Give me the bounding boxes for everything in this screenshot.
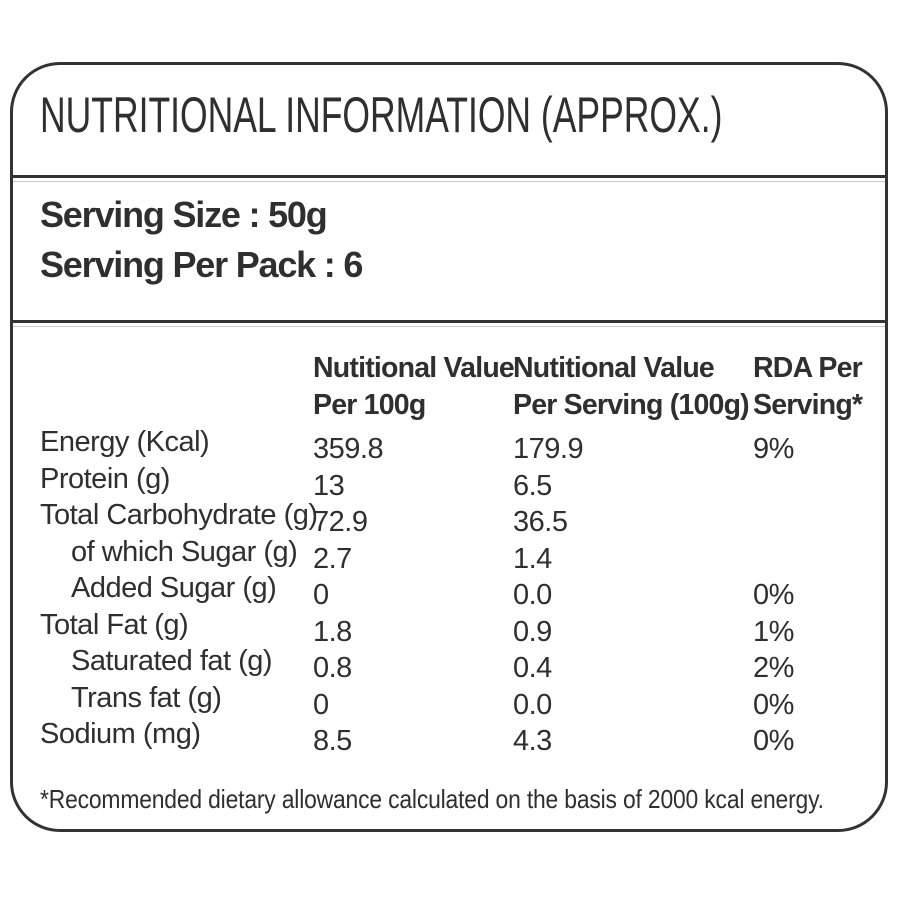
divider-shadow [13,326,885,327]
nutrient-label: of which Sugar (g) [71,535,298,568]
value-rda: 9% [753,433,794,465]
value-per-100g: 13 [313,469,345,502]
table-row: Total Fat (g) 1.8 0.9 1% [13,607,885,648]
value-per-100g: 359.8 [313,433,384,465]
nutrition-label-panel: NUTRITIONAL INFORMATION (APPROX.) Servin… [10,62,888,832]
value-per-serving: 179.9 [513,433,584,465]
value-rda: 2% [753,652,794,684]
value-per-100g: 0 [313,579,329,611]
header-line: Nutitional Value [513,352,715,384]
header-line: Per Serving (100g) [513,389,750,421]
value-per-100g: 2.7 [313,542,352,575]
table-row: Sodium (mg) 8.5 4.3 0% [13,716,885,757]
value-per-serving: 0.4 [513,652,552,684]
value-per-100g: 0 [313,688,329,721]
header-line: Per 100g [313,389,426,421]
nutrition-table: Nutitional Value Per 100g Nutitional Val… [13,350,885,757]
value-per-serving: 4.3 [513,725,552,757]
nutrient-label: Total Fat (g) [40,608,189,641]
nutrient-label: Sodium (mg) [40,718,201,750]
header-nutrient-spacer [40,350,313,424]
value-per-serving: 0.0 [513,579,552,611]
header-line: Nutitional Value [313,352,515,384]
serving-per-pack-line: Serving Per Pack : 6 [40,244,363,285]
value-rda: 0% [753,579,794,611]
header-rda: RDA Per Serving* [753,350,885,424]
serving-size-line: Serving Size : 50g [40,194,328,235]
nutrient-label: Trans fat (g) [71,681,222,714]
table-row: Added Sugar (g) 0 0.0 0% [13,570,885,611]
header-per-serving: Nutitional Value Per Serving (100g) [513,350,753,424]
nutrient-label: Protein (g) [40,462,170,495]
value-per-serving: 1.4 [513,542,552,575]
value-rda [753,541,885,578]
nutrient-label: Saturated fat (g) [71,645,273,677]
value-per-serving: 0.0 [513,688,552,721]
value-rda [753,504,885,541]
table-row: Trans fat (g) 0 0.0 0% [13,680,885,721]
value-per-100g: 1.8 [313,615,352,648]
panel-title: NUTRITIONAL INFORMATION (APPROX.) [40,87,723,143]
value-per-100g: 8.5 [313,725,352,757]
table-row: Saturated fat (g) 0.8 0.4 2% [13,643,885,684]
table-row: Protein (g) 13 6.5 [13,461,885,502]
divider [13,175,885,178]
value-rda [753,468,885,505]
divider-shadow [13,181,885,182]
table-row: of which Sugar (g) 2.7 1.4 [13,534,885,575]
header-per-100g: Nutitional Value Per 100g [313,350,515,424]
value-rda: 1% [753,615,794,648]
value-per-100g: 0.8 [313,652,352,684]
divider [13,320,885,323]
table-row: Energy (Kcal) 359.8 179.9 9% [13,424,885,465]
nutrient-label: Total Carbohydrate (g) [40,499,318,531]
value-rda: 0% [753,725,794,757]
header-line: RDA Per [753,352,863,384]
value-per-serving: 6.5 [513,469,552,502]
value-per-serving: 36.5 [513,506,568,538]
nutrient-label: Energy (Kcal) [40,426,210,458]
value-rda: 0% [753,688,794,721]
value-per-serving: 0.9 [513,615,552,648]
header-line: Serving* [753,389,863,421]
serving-info: Serving Size : 50g Serving Per Pack : 6 [40,190,363,290]
value-per-100g: 72.9 [313,506,368,538]
nutrient-label: Added Sugar (g) [71,572,277,604]
footnote: *Recommended dietary allowance calculate… [40,784,824,814]
table-row: Total Carbohydrate (g) 72.9 36.5 [13,497,885,538]
table-header-row: Nutitional Value Per 100g Nutitional Val… [13,350,885,424]
